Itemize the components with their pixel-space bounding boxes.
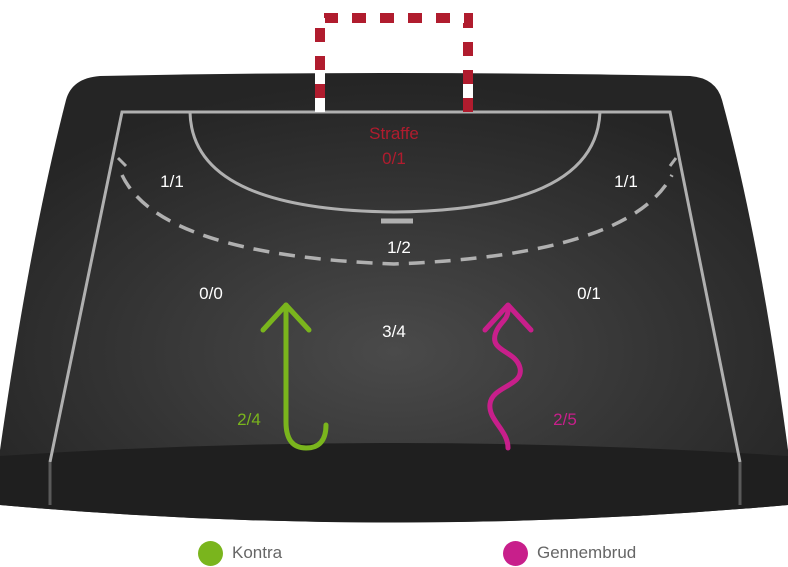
court-bottom-band	[0, 443, 788, 523]
free-throw-line	[120, 174, 674, 266]
left-back-value: 0/0	[199, 284, 223, 303]
court-floor	[0, 73, 788, 523]
left-wing-value: 1/1	[160, 172, 184, 191]
hook-arrow-up-icon	[260, 302, 329, 451]
kontra-value: 2/4	[237, 410, 261, 429]
goal	[315, 13, 473, 112]
penalty-label: Straffe	[369, 124, 419, 143]
right-wing-value: 1/1	[614, 172, 638, 191]
legend-kontra-dot	[198, 540, 223, 566]
center-6m-value: 1/2	[387, 238, 411, 257]
legend-gennembrud-dot	[503, 540, 528, 566]
wavy-arrow-up-icon	[482, 302, 534, 451]
free-throw-right-tick	[668, 157, 678, 167]
legend-kontra-label: Kontra	[232, 543, 283, 562]
free-throw-left-tick	[116, 156, 128, 168]
goal-area-line	[188, 111, 602, 214]
legend-gennembrud-label: Gennembrud	[537, 543, 637, 562]
legend-kontra: Kontra	[198, 540, 282, 566]
court-side-lines	[48, 110, 742, 463]
center-9m-value: 3/4	[382, 322, 406, 341]
legend-gennembrud: Gennembrud	[503, 540, 636, 566]
right-back-value: 0/1	[577, 284, 601, 303]
gennembrud-value: 2/5	[553, 410, 577, 429]
penalty-value: 0/1	[382, 149, 406, 168]
